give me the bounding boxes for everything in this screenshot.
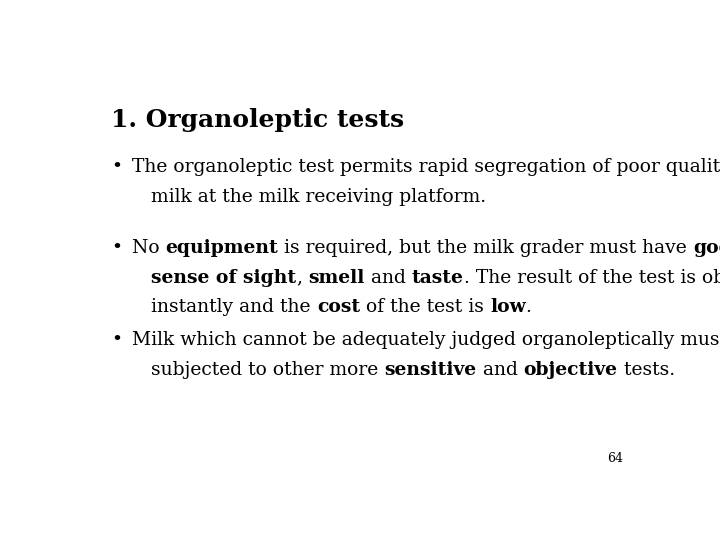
Text: and: and xyxy=(365,268,412,287)
Text: of the test is: of the test is xyxy=(360,299,490,316)
Text: No: No xyxy=(132,239,166,256)
Text: •: • xyxy=(111,331,122,349)
Text: sensitive: sensitive xyxy=(384,361,477,379)
Text: tests.: tests. xyxy=(618,361,675,379)
Text: ,: , xyxy=(297,268,308,287)
Text: The organoleptic test permits rapid segregation of poor quality: The organoleptic test permits rapid segr… xyxy=(132,158,720,177)
Text: low: low xyxy=(490,299,526,316)
Text: •: • xyxy=(111,158,122,177)
Text: subjected to other more: subjected to other more xyxy=(151,361,384,379)
Text: is required, but the milk grader must have: is required, but the milk grader must ha… xyxy=(278,239,693,256)
Text: sense of sight: sense of sight xyxy=(151,268,297,287)
Text: .: . xyxy=(526,299,531,316)
Text: milk at the milk receiving platform.: milk at the milk receiving platform. xyxy=(151,188,487,206)
Text: Milk which cannot be adequately judged organoleptically must be: Milk which cannot be adequately judged o… xyxy=(132,331,720,349)
Text: 64: 64 xyxy=(607,452,623,465)
Text: objective: objective xyxy=(523,361,618,379)
Text: cost: cost xyxy=(317,299,360,316)
Text: equipment: equipment xyxy=(166,239,278,256)
Text: . The result of the test is obtained: . The result of the test is obtained xyxy=(464,268,720,287)
Text: instantly and the: instantly and the xyxy=(151,299,317,316)
Text: good: good xyxy=(693,239,720,256)
Text: •: • xyxy=(111,239,122,256)
Text: smell: smell xyxy=(308,268,365,287)
Text: 1. Organoleptic tests: 1. Organoleptic tests xyxy=(111,109,405,132)
Text: and: and xyxy=(477,361,523,379)
Text: taste: taste xyxy=(412,268,464,287)
